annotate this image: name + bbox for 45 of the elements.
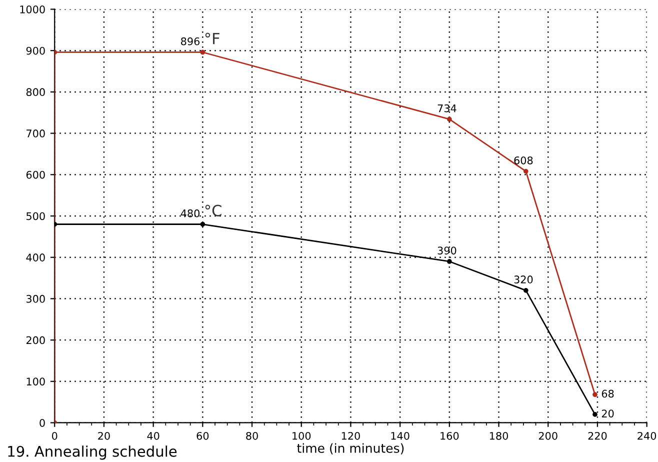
- point: [446, 116, 452, 122]
- x-tick-label: 100: [292, 432, 311, 440]
- y-tick-label: 0: [40, 418, 45, 427]
- x-tick-label: 120: [342, 432, 360, 440]
- y-tick-label: 900: [26, 46, 45, 55]
- x-tick-label: 40: [147, 432, 160, 440]
- data-label: 734: [438, 104, 456, 112]
- y-tick-label: 800: [26, 88, 45, 96]
- series-label: °F: [205, 32, 220, 44]
- x-tick-label: 240: [638, 432, 656, 440]
- point: [523, 288, 528, 293]
- point: [200, 222, 206, 227]
- point: [592, 392, 598, 398]
- x-tick-label: 200: [538, 432, 558, 440]
- x-tick-label: 0: [52, 432, 58, 440]
- x-tick-label: 220: [588, 432, 607, 440]
- data-label: 608: [514, 156, 533, 164]
- data-label: 20: [602, 410, 614, 418]
- point: [523, 168, 528, 174]
- y-tick-label: 500: [26, 212, 45, 220]
- x-tick-label: 80: [246, 432, 258, 440]
- line-series: [54, 50, 598, 423]
- x-tick-label: 140: [391, 432, 410, 440]
- point: [446, 259, 452, 264]
- x-tick-label: 60: [196, 432, 209, 440]
- y-tick-label: 300: [26, 294, 45, 303]
- y-tick-label: 600: [26, 170, 45, 179]
- y-tick-label: 100: [26, 378, 45, 386]
- y-tick-label: 1000: [20, 5, 45, 14]
- series-label: °C: [205, 204, 222, 216]
- point: [592, 412, 598, 417]
- x-axis-title: time (in minutes): [297, 443, 404, 454]
- x-tick-label: 180: [490, 432, 508, 440]
- data-label: 320: [514, 276, 533, 284]
- x-tick-label: 20: [98, 432, 110, 440]
- y-tick-label: 700: [26, 130, 45, 138]
- data-label: 390: [438, 246, 456, 254]
- data-label: 480: [180, 209, 200, 218]
- text: 19. Annealing schedule: [8, 446, 177, 460]
- y-tick-label: 400: [26, 254, 45, 262]
- x-tick-label: 160: [440, 432, 459, 440]
- point: [200, 50, 206, 55]
- data-label: 896: [181, 37, 200, 46]
- y-tick-label: 200: [26, 336, 45, 344]
- data-label: 68: [602, 390, 614, 398]
